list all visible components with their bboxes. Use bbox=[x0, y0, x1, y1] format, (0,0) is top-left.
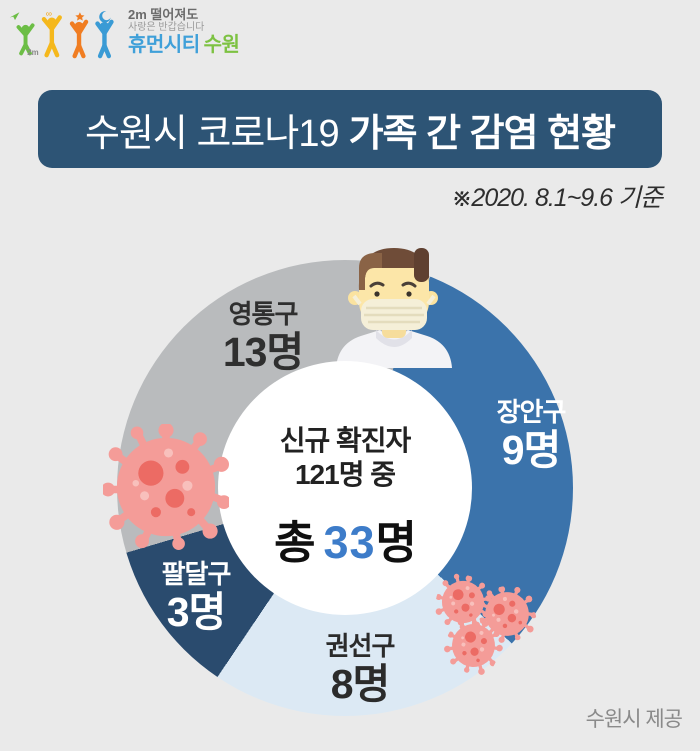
title-bold: 가족 간 감염 현황 bbox=[348, 112, 616, 155]
paper-plane-icon bbox=[9, 12, 20, 21]
masked-man-illustration bbox=[336, 248, 452, 368]
virus-icon-large bbox=[103, 424, 229, 550]
logo-brand-humancity: 휴먼시티 bbox=[128, 34, 200, 57]
total-prefix: 총 bbox=[274, 517, 315, 569]
yellow-figure bbox=[41, 15, 62, 58]
logo-slogan-line1: 2m 떨어져도 bbox=[128, 7, 199, 22]
title-banner: 수원시 코로나19 가족 간 감염 현황 bbox=[38, 90, 662, 168]
orange-figure bbox=[69, 19, 89, 59]
center-line1: 신규 확진자 bbox=[279, 425, 412, 456]
period-subtitle: ※2020. 8.1~9.6 기준 bbox=[451, 184, 663, 212]
total-count-line: 총 33명 bbox=[218, 506, 472, 571]
segment-label-yeongtong: 영통구 13명 bbox=[222, 299, 304, 375]
source-credit: 수원시 제공 bbox=[585, 708, 683, 731]
donut-inner-circle bbox=[218, 361, 472, 615]
man-eyebrow-left bbox=[369, 281, 385, 288]
mask-straps bbox=[352, 294, 436, 306]
star-icon bbox=[75, 12, 85, 21]
total-suffix: 명 bbox=[375, 517, 417, 569]
blue-figure bbox=[95, 19, 114, 59]
man-eye-left bbox=[374, 291, 380, 297]
logo-slogan-line2: 사랑은 반갑습니다 bbox=[128, 21, 205, 33]
logo-brand-suwon: 수원 bbox=[203, 34, 240, 57]
humancity-suwon-logo: 2m ∞ 2m 떨어져도 사랑은 반갑습니다 휴 bbox=[8, 7, 240, 62]
title-regular: 수원시 코로나19 bbox=[85, 112, 340, 155]
green-figure bbox=[16, 23, 35, 56]
man-eye-right bbox=[406, 291, 412, 297]
man-hair-side bbox=[414, 248, 429, 282]
segment-label-jangan: 장안구 9명 bbox=[496, 397, 567, 473]
distance-2m-label: 2m bbox=[27, 48, 38, 57]
total-count-number: 33 bbox=[323, 517, 376, 569]
segment-label-gwonseon: 권선구 8명 bbox=[325, 631, 396, 707]
donut-center-text: 신규 확진자 121명 중 총 33명 bbox=[218, 424, 472, 571]
center-line2: 121명 중 bbox=[294, 459, 396, 491]
mask-folds bbox=[364, 306, 424, 324]
man-eyebrow-right bbox=[401, 281, 417, 288]
man-collar bbox=[376, 330, 412, 347]
infinity-mark: ∞ bbox=[46, 9, 52, 19]
segment-label-paldal: 팔달구 3명 bbox=[161, 559, 232, 635]
cheering-people-icon: 2m ∞ bbox=[9, 9, 114, 59]
crescent-icon bbox=[99, 11, 111, 23]
logo-text: 2m 떨어져도 사랑은 반갑습니다 휴먼시티 수원 bbox=[128, 7, 240, 57]
man-hair-front bbox=[359, 253, 382, 290]
man-shirt bbox=[336, 330, 452, 368]
logo-brand: 휴먼시티 수원 bbox=[128, 34, 240, 57]
